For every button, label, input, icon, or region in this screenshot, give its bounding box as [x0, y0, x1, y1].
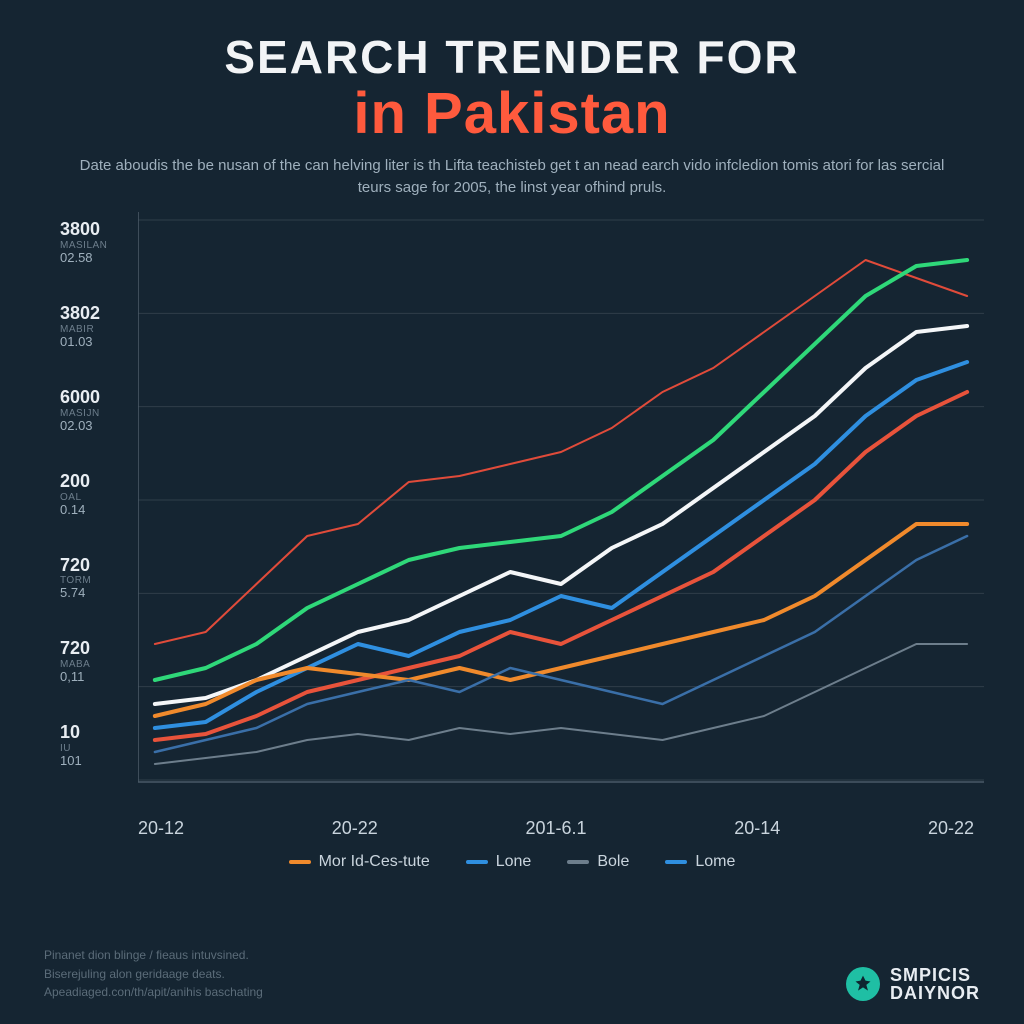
legend-swatch: [466, 860, 488, 864]
y-tick: 6000MASIJN02.03: [60, 388, 138, 433]
footnote-line: Biserejuling alon geridaage deats.: [44, 965, 263, 984]
legend-item: Mor Id-Ces-tute: [289, 853, 430, 871]
series-white: [155, 326, 967, 704]
y-tick-num: 3800: [60, 220, 138, 240]
x-tick: 20-22: [332, 818, 378, 839]
chart-svg: [138, 212, 984, 812]
legend-swatch: [289, 860, 311, 864]
legend-item: Lome: [665, 853, 735, 871]
legend-label: Bole: [597, 853, 629, 871]
x-tick: 20-12: [138, 818, 184, 839]
y-tick-sub2: 5.74: [60, 586, 138, 600]
series-gray: [155, 644, 967, 764]
x-tick: 20-22: [928, 818, 974, 839]
y-tick-sub2: 0.14: [60, 503, 138, 517]
x-axis: 20-12 20-22 201-6.1 20-14 20-22: [138, 818, 974, 839]
brand-line1: SMPICIS: [890, 966, 980, 984]
y-tick-sub2: 02.58: [60, 251, 138, 265]
y-tick-num: 3802: [60, 304, 138, 324]
legend-label: Mor Id-Ces-tute: [319, 853, 430, 871]
legend-item: Bole: [567, 853, 629, 871]
y-tick: 3800MASILAN02.58: [60, 220, 138, 265]
y-tick: 10IU101: [60, 723, 138, 768]
legend-label: Lome: [695, 853, 735, 871]
title-line1: Search Trender for: [40, 30, 984, 84]
brand-icon: [846, 967, 880, 1001]
footnotes: Pinanet dion blinge / fieaus intuvsined.…: [44, 946, 263, 1002]
y-tick-sub2: 101: [60, 754, 138, 768]
y-tick-sub2: 02.03: [60, 419, 138, 433]
y-tick-sub2: 01.03: [60, 335, 138, 349]
plot-area: [138, 212, 984, 812]
footnote-line: Pinanet dion blinge / fieaus intuvsined.: [44, 946, 263, 965]
footnote-line: Apeadiaged.con/th/apit/anihis baschating: [44, 983, 263, 1002]
title-line2: in Pakistan: [40, 84, 984, 145]
y-tick: 3802MABIR01.03: [60, 304, 138, 349]
footer: Pinanet dion blinge / fieaus intuvsined.…: [44, 946, 980, 1002]
y-tick-sub: OAL: [60, 492, 138, 503]
brand-text: SMPICIS DAIYNOR: [890, 966, 980, 1002]
brand: SMPICIS DAIYNOR: [846, 966, 980, 1002]
series-blue-bold: [155, 362, 967, 728]
y-tick: 720TORM5.74: [60, 556, 138, 601]
y-tick-num: 10: [60, 723, 138, 743]
title-block: Search Trender for in Pakistan Date abou…: [40, 30, 984, 198]
legend-swatch: [567, 860, 589, 864]
y-tick: 720MABA0,11: [60, 639, 138, 684]
y-tick-sub2: 0,11: [60, 670, 138, 684]
legend-item: Lone: [466, 853, 532, 871]
subtitle: Date aboudis the be nusan of the can hel…: [72, 155, 952, 199]
y-tick-num: 720: [60, 556, 138, 576]
y-tick-num: 720: [60, 639, 138, 659]
legend: Mor Id-Ces-tute Lone Bole Lome: [40, 853, 984, 871]
legend-label: Lone: [496, 853, 532, 871]
brand-line2: DAIYNOR: [890, 984, 980, 1002]
series-orange: [155, 524, 967, 716]
legend-swatch: [665, 860, 687, 864]
chart: 3800MASILAN02.58 3802MABIR01.03 6000MASIJN…: [60, 212, 984, 812]
x-tick: 201-6.1: [525, 818, 586, 839]
leaf-icon: [853, 974, 873, 994]
y-tick-num: 6000: [60, 388, 138, 408]
y-tick-num: 200: [60, 472, 138, 492]
y-tick: 200OAL0.14: [60, 472, 138, 517]
y-axis: 3800MASILAN02.58 3802MABIR01.03 6000MASIJN…: [60, 212, 138, 812]
x-tick: 20-14: [734, 818, 780, 839]
